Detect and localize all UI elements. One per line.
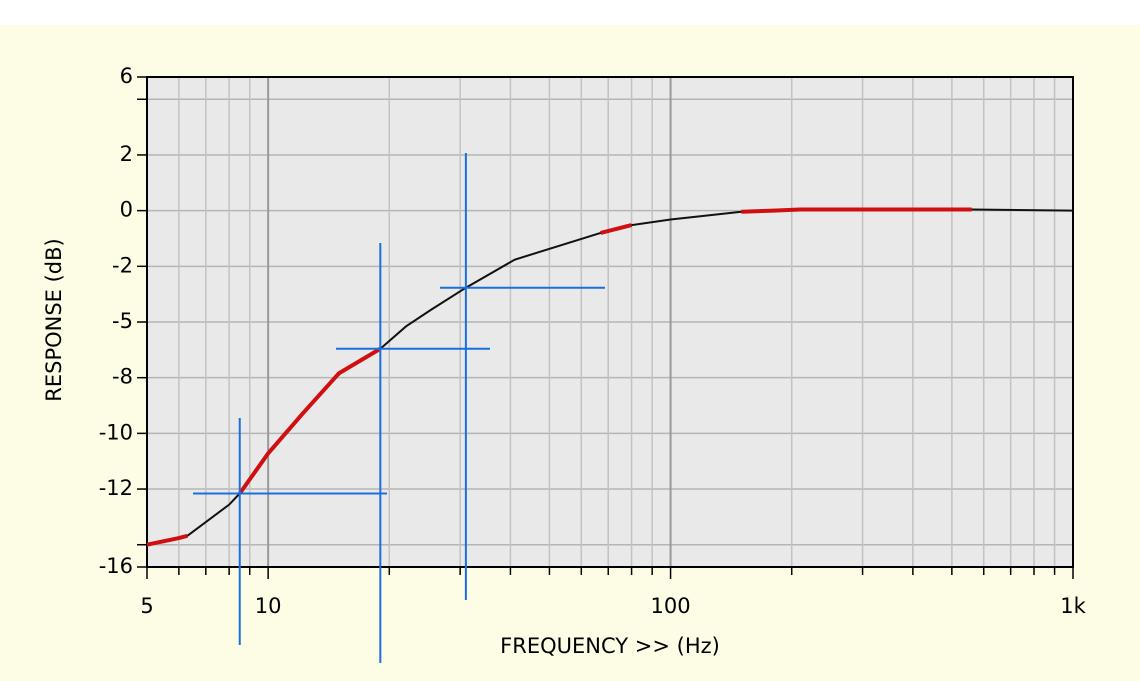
x-tick-label: 1k <box>1060 594 1086 618</box>
y-tick-label: 6 <box>120 64 133 88</box>
y-tick-label: -16 <box>99 554 133 578</box>
x-tick-label: 10 <box>255 594 282 618</box>
y-tick-label: 2 <box>120 142 133 166</box>
x-tick-label: 100 <box>651 594 691 618</box>
y-tick-label: -12 <box>99 476 133 500</box>
x-tick-label: 5 <box>140 594 153 618</box>
y-tick-label: 0 <box>120 198 133 222</box>
y-tick-label: -5 <box>112 309 133 333</box>
y-axis-label: RESPONSE (dB) <box>42 238 66 402</box>
y-tick-label: -2 <box>112 253 133 277</box>
data-line <box>600 223 633 235</box>
x-axis-label: FREQUENCY >> (Hz) <box>500 634 720 658</box>
data-line <box>238 347 382 495</box>
y-tick-label: -10 <box>99 420 133 444</box>
plot-frame <box>146 76 1074 568</box>
data-line <box>741 207 972 214</box>
data-line <box>146 533 188 547</box>
y-tick-label: -8 <box>112 365 133 389</box>
